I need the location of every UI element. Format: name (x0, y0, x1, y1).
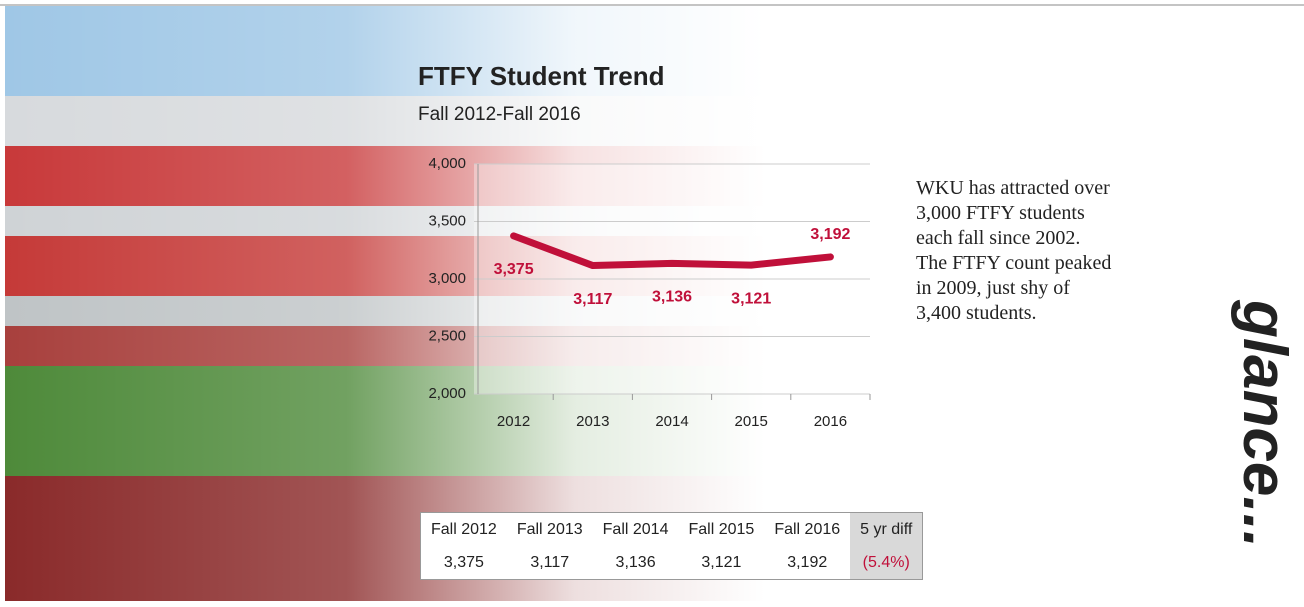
y-tick-label: 4,000 (428, 155, 466, 172)
y-tick-label: 2,000 (428, 385, 466, 402)
table-cell: 5 yr diff (850, 513, 923, 547)
x-tick-label: 2016 (814, 413, 847, 430)
table-cell: 3,375 (421, 546, 507, 580)
data-label: 3,117 (573, 291, 612, 308)
chart-subtitle: Fall 2012-Fall 2016 (418, 104, 581, 125)
table-cell: Fall 2015 (678, 513, 764, 547)
chart-title: FTFY Student Trend (418, 61, 665, 91)
x-tick-label: 2015 (735, 413, 768, 430)
data-label: 3,121 (731, 290, 771, 307)
table-cell: Fall 2016 (764, 513, 850, 547)
x-tick-label: 2014 (655, 413, 688, 430)
side-title: glance... (1229, 300, 1300, 548)
data-label: 3,136 (652, 289, 692, 306)
page: FTFY Student Trend Fall 2012-Fall 2016 2… (0, 0, 1304, 607)
table-cell: 3,136 (593, 546, 679, 580)
table-cell: Fall 2012 (421, 513, 507, 547)
table-cell: 3,117 (507, 546, 593, 580)
table-cell: Fall 2013 (507, 513, 593, 547)
table-cell: Fall 2014 (593, 513, 679, 547)
description: WKU has attracted over 3,000 FTFY studen… (916, 176, 1116, 326)
y-tick-label: 2,500 (428, 327, 466, 344)
y-tick-label: 3,500 (428, 212, 466, 229)
x-tick-label: 2012 (497, 413, 530, 430)
data-label: 3,192 (810, 226, 850, 243)
table-cell: 3,192 (764, 546, 850, 580)
y-tick-label: 3,000 (428, 270, 466, 287)
table-cell: 3,121 (678, 546, 764, 580)
table-cell: (5.4%) (850, 546, 923, 580)
x-tick-label: 2013 (576, 413, 609, 430)
data-label: 3,375 (494, 261, 534, 278)
